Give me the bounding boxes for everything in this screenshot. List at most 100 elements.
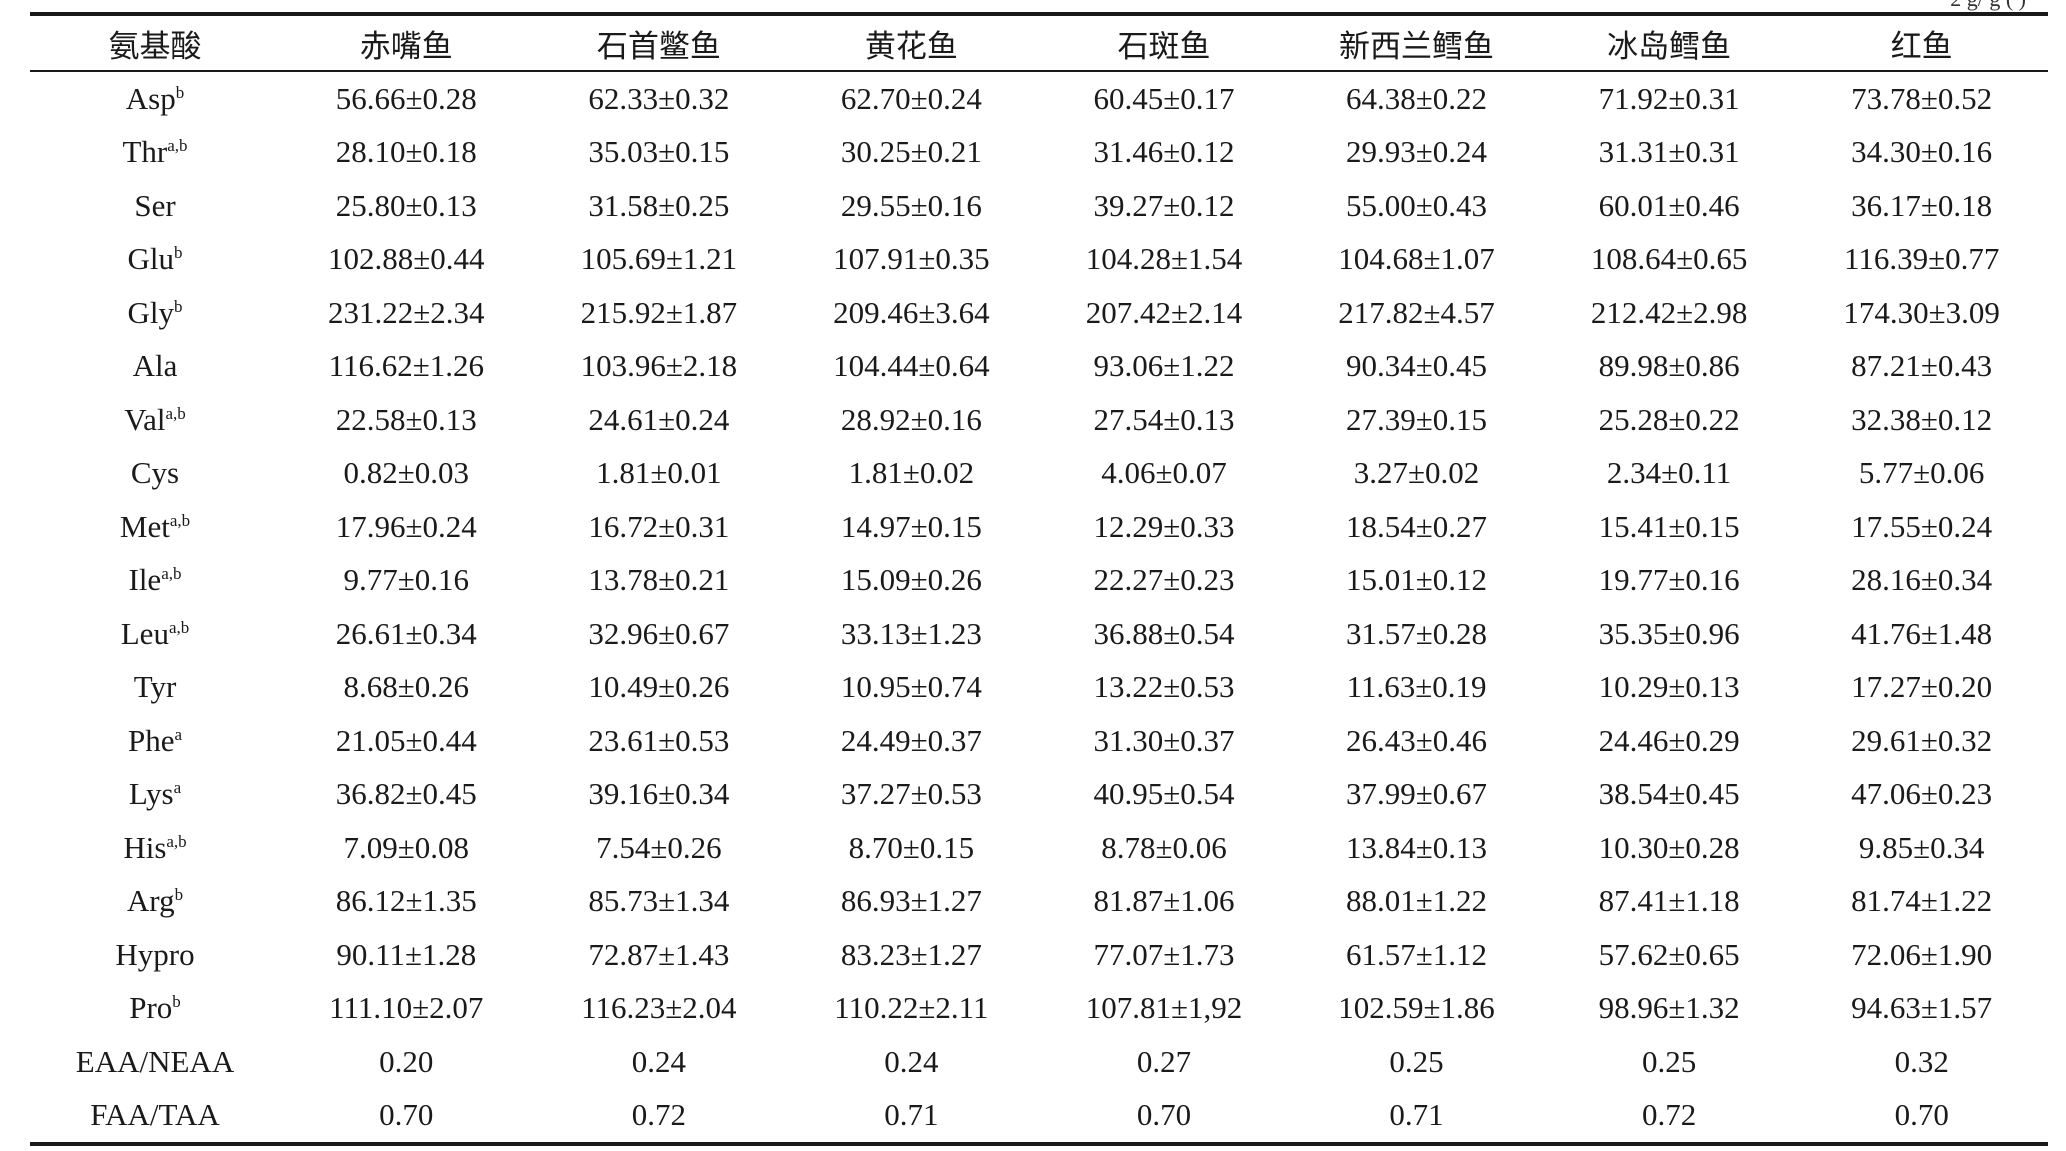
amino-acid-table: 氨基酸 赤嘴鱼 石首鳖鱼 黄花鱼 石斑鱼 新西兰鳕鱼 冰岛鳕鱼 红鱼 Aspb 5… (30, 12, 2048, 1146)
amino-acid-superscript: a,b (165, 403, 186, 423)
value-cell: 104.68±1.07 (1338, 241, 1495, 277)
table-row: EAA/NEAA 0.20 0.24 0.24 0.27 0.25 0.25 0.32 (30, 1035, 2048, 1089)
value-cell: 0.70 (379, 1097, 434, 1133)
value-cell: 17.55±0.24 (1851, 508, 1993, 544)
value-cell: 7.54±0.26 (596, 829, 722, 865)
value-cell: 0.71 (884, 1097, 939, 1133)
amino-acid-name: Tyr (133, 669, 177, 705)
value-cell: 0.20 (379, 1043, 434, 1079)
corner-note: 2 g/ g ( ) (1950, 0, 2026, 12)
value-cell: 1.81±0.02 (848, 455, 975, 491)
value-cell: 116.62±1.26 (328, 348, 484, 384)
value-cell: 174.30±3.09 (1843, 294, 2000, 330)
value-cell: 88.01±1.22 (1346, 883, 1488, 919)
value-cell: 0.72 (1641, 1097, 1697, 1133)
value-cell: 98.96±1.32 (1598, 990, 1740, 1026)
header-species-1: 赤嘴鱼 (359, 28, 453, 65)
value-cell: 37.99±0.67 (1346, 776, 1488, 812)
value-cell: 212.42±2.98 (1590, 294, 1748, 330)
value-cell: 86.93±1.27 (840, 883, 982, 919)
value-cell: 72.06±1.90 (1851, 936, 1993, 972)
value-cell: 29.93±0.24 (1346, 134, 1488, 170)
amino-acid-name-cell: Ilea,b (30, 554, 280, 608)
value-cell: 62.33±0.32 (588, 80, 730, 116)
value-cell: 22.27±0.23 (1093, 562, 1235, 598)
value-cell: 17.96±0.24 (335, 508, 477, 544)
value-cell: 10.49±0.26 (588, 669, 730, 705)
table-row: Ala 116.62±1.26 103.96±2.18 104.44±0.64 93.0… (30, 340, 2048, 394)
table-row: Aspb 56.66±0.28 62.33±0.32 62.70±0.24 60.45±… (30, 71, 2048, 126)
value-cell: 0.24 (631, 1043, 686, 1079)
value-cell: 107.81±1,92 (1085, 990, 1243, 1026)
table-row: Hypro 90.11±1.28 72.87±1.43 83.23±1.27 77.07… (30, 928, 2048, 982)
amino-acid-superscript: a,b (166, 831, 187, 851)
amino-acid-name: Glu (127, 241, 175, 277)
value-cell: 33.13±1.23 (840, 615, 982, 651)
table-row: Meta,b 17.96±0.24 16.72±0.31 14.97±0.15 12.2… (30, 500, 2048, 554)
value-cell: 116.23±2.04 (581, 990, 737, 1026)
value-cell: 15.41±0.15 (1598, 508, 1740, 544)
amino-acid-name: Gly (127, 294, 175, 330)
amino-acid-name: EAA/NEAA (75, 1043, 235, 1079)
table-row: Vala,b 22.58±0.13 24.61±0.24 28.92±0.16 27.5… (30, 393, 2048, 447)
table-row: Tyr 8.68±0.26 10.49±0.26 10.95±0.74 13.22±0.… (30, 661, 2048, 715)
header-row: 氨基酸 赤嘴鱼 石首鳖鱼 黄花鱼 石斑鱼 新西兰鳕鱼 冰岛鳕鱼 红鱼 (30, 14, 2048, 71)
value-cell: 4.06±0.07 (1101, 455, 1227, 491)
value-cell: 104.28±1.54 (1085, 241, 1243, 277)
amino-acid-name: FAA/TAA (90, 1097, 220, 1133)
value-cell: 14.97±0.15 (840, 508, 982, 544)
value-cell: 64.38±0.22 (1346, 80, 1488, 116)
amino-acid-name-cell: Lysa (30, 768, 280, 822)
header-species-2: 石首鳖鱼 (596, 28, 721, 65)
amino-acid-name-cell: Vala,b (30, 393, 280, 447)
value-cell: 35.03±0.15 (588, 134, 730, 170)
amino-acid-name-cell: Hypro (30, 928, 280, 982)
value-cell: 22.58±0.13 (335, 401, 477, 437)
table-body: Aspb 56.66±0.28 62.33±0.32 62.70±0.24 60.45±… (30, 71, 2048, 1144)
table-row: Ser 25.80±0.13 31.58±0.25 29.55±0.16 39.27±0… (30, 179, 2048, 233)
value-cell: 60.01±0.46 (1598, 187, 1740, 223)
amino-acid-name: Pro (129, 990, 173, 1026)
value-cell: 29.61±0.32 (1851, 722, 1993, 758)
amino-acid-name-cell: Tyr (30, 661, 280, 715)
amino-acid-name-cell: Prob (30, 982, 280, 1036)
value-cell: 32.38±0.12 (1851, 401, 1993, 437)
amino-acid-superscript: a,b (161, 564, 182, 584)
value-cell: 0.70 (1894, 1097, 1949, 1133)
value-cell: 60.45±0.17 (1093, 80, 1235, 116)
value-cell: 31.31±0.31 (1598, 134, 1740, 170)
value-cell: 102.59±1.86 (1338, 990, 1495, 1026)
value-cell: 9.85±0.34 (1858, 829, 1985, 865)
value-cell: 86.12±1.35 (335, 883, 477, 919)
value-cell: 110.22±2.11 (834, 990, 989, 1026)
value-cell: 17.27±0.20 (1851, 669, 1993, 705)
amino-acid-name-cell: Phea (30, 714, 280, 768)
table-row: Glub 102.88±0.44 105.69±1.21 107.91±0.35 104… (30, 233, 2048, 287)
value-cell: 104.44±0.64 (833, 348, 990, 384)
amino-acid-name: Cys (130, 455, 180, 491)
value-cell: 8.78±0.06 (1101, 829, 1227, 865)
value-cell: 0.71 (1389, 1097, 1444, 1133)
value-cell: 55.00±0.43 (1346, 187, 1488, 223)
value-cell: 107.91±0.35 (833, 241, 990, 277)
value-cell: 19.77±0.16 (1598, 562, 1740, 598)
value-cell: 47.06±0.23 (1851, 776, 1993, 812)
amino-acid-name: Ala (132, 348, 178, 384)
value-cell: 85.73±1.34 (588, 883, 730, 919)
value-cell: 25.28±0.22 (1598, 401, 1740, 437)
value-cell: 31.58±0.25 (588, 187, 730, 223)
value-cell: 26.43±0.46 (1346, 722, 1488, 758)
amino-acid-name-cell: Glyb (30, 286, 280, 340)
value-cell: 0.70 (1136, 1097, 1192, 1133)
value-cell: 30.25±0.21 (840, 134, 982, 170)
value-cell: 39.16±0.34 (588, 776, 730, 812)
value-cell: 0.32 (1894, 1043, 1949, 1079)
value-cell: 108.64±0.65 (1590, 241, 1748, 277)
value-cell: 29.55±0.16 (840, 187, 982, 223)
amino-acid-superscript: a,b (168, 617, 190, 637)
amino-acid-name: Ser (134, 187, 176, 223)
value-cell: 10.30±0.28 (1598, 829, 1740, 865)
amino-acid-name-cell: FAA/TAA (30, 1089, 280, 1145)
value-cell: 8.70±0.15 (848, 829, 975, 865)
value-cell: 0.25 (1389, 1043, 1444, 1079)
